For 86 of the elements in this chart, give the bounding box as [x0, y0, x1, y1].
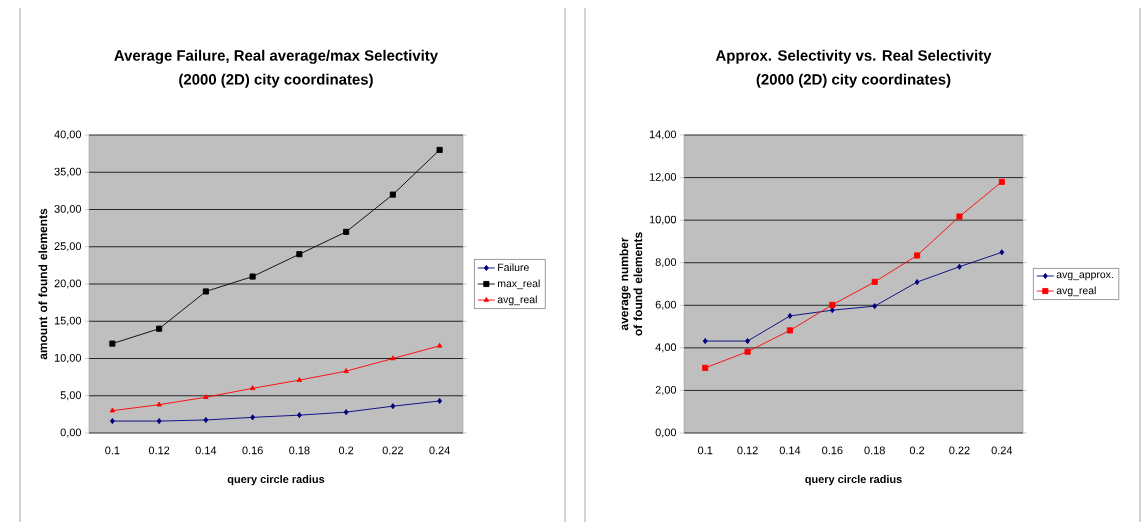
point [914, 279, 920, 286]
point [744, 348, 751, 355]
point [343, 368, 349, 373]
x-axis-title: query circle radius [805, 475, 902, 486]
y-tick-label: 8,00 [655, 258, 677, 268]
point [702, 364, 709, 371]
point [343, 409, 349, 416]
point [202, 288, 209, 295]
y-axis-title: amount of found elements [38, 208, 48, 360]
point [156, 401, 162, 407]
chart-title: Average Failure, Real average/max Selectivity [114, 49, 439, 64]
point [296, 412, 302, 419]
point [390, 355, 396, 361]
y-tick-label: 4,00 [655, 343, 677, 353]
y-tick-label: 35,00 [54, 167, 82, 177]
x-tick-label: 0.22 [382, 446, 403, 455]
point [296, 251, 303, 258]
point [109, 418, 115, 425]
chart-subtitle: (2000 (2D) city coordinates) [179, 73, 373, 88]
y-tick-label: 6,00 [655, 300, 677, 310]
point [249, 273, 256, 280]
legend-label: avg_approx. [1056, 272, 1113, 281]
x-tick-label: 0.22 [949, 446, 970, 455]
y-tick-label: 5,00 [60, 391, 82, 401]
point [999, 249, 1005, 256]
chart-subtitle: (2000 (2D) city coordinates) [756, 73, 951, 88]
point [436, 146, 443, 153]
y-tick-label: 12,00 [649, 173, 677, 183]
legend-label: avg_real [497, 295, 537, 306]
point [957, 263, 962, 270]
point [829, 301, 836, 308]
point [390, 403, 396, 410]
y-tick-label: 2,00 [655, 385, 677, 395]
point [829, 307, 835, 314]
x-tick-label: 0.24 [429, 446, 450, 455]
point [203, 416, 209, 424]
x-tick-label: 0.16 [242, 446, 263, 455]
legend-label: avg_real [1056, 286, 1096, 297]
y-tick-label: 10,00 [54, 353, 82, 364]
y-tick-label: 10,00 [649, 215, 677, 225]
legend-label: Failure [498, 263, 529, 272]
chart-title: Approx. Selectivity vs. Real Selectivity [715, 49, 992, 64]
x-tick-label: 0.14 [195, 446, 217, 455]
y-tick-label: 14,00 [649, 130, 677, 140]
point [389, 191, 396, 198]
y-axis-title: average number of found elements [619, 232, 643, 336]
y-tick-label: 20,00 [54, 279, 82, 289]
point [249, 385, 256, 391]
legend-label: max_real [497, 279, 540, 290]
point [998, 178, 1005, 185]
x-tick-label: 0.1 [698, 446, 713, 455]
point [109, 407, 116, 413]
x-tick-label: 0.14 [779, 446, 801, 455]
x-tick-label: 0.24 [991, 446, 1013, 455]
x-tick-label: 0.12 [148, 446, 170, 455]
point [156, 325, 163, 332]
y-tick-label: 15,00 [54, 316, 82, 326]
point [436, 342, 443, 348]
point [786, 327, 793, 334]
point [109, 340, 116, 347]
y-tick-label: 0,00 [60, 428, 82, 438]
point [745, 338, 750, 345]
point [871, 278, 878, 285]
y-tick-label: 25,00 [54, 242, 82, 252]
x-tick-label: 0.12 [737, 446, 758, 455]
x-tick-label: 0.16 [822, 446, 843, 455]
point [296, 377, 303, 382]
point [872, 303, 878, 310]
y-tick-label: 0,00 [655, 428, 677, 438]
x-tick-label: 0.2 [338, 446, 354, 455]
point [156, 418, 162, 425]
y-tick-label: 30,00 [54, 204, 82, 215]
point [787, 312, 793, 319]
point [343, 228, 350, 235]
point [914, 252, 921, 259]
x-axis-title: query circle radius [227, 475, 325, 486]
point [956, 213, 963, 220]
x-tick-label: 0.2 [909, 446, 925, 455]
x-tick-label: 0.18 [864, 446, 885, 455]
x-tick-label: 0.1 [105, 446, 120, 455]
point [250, 414, 256, 421]
point [203, 394, 209, 399]
point [437, 397, 443, 405]
point [702, 338, 708, 345]
y-tick-label: 40,00 [54, 130, 82, 140]
x-tick-label: 0.18 [289, 446, 310, 455]
